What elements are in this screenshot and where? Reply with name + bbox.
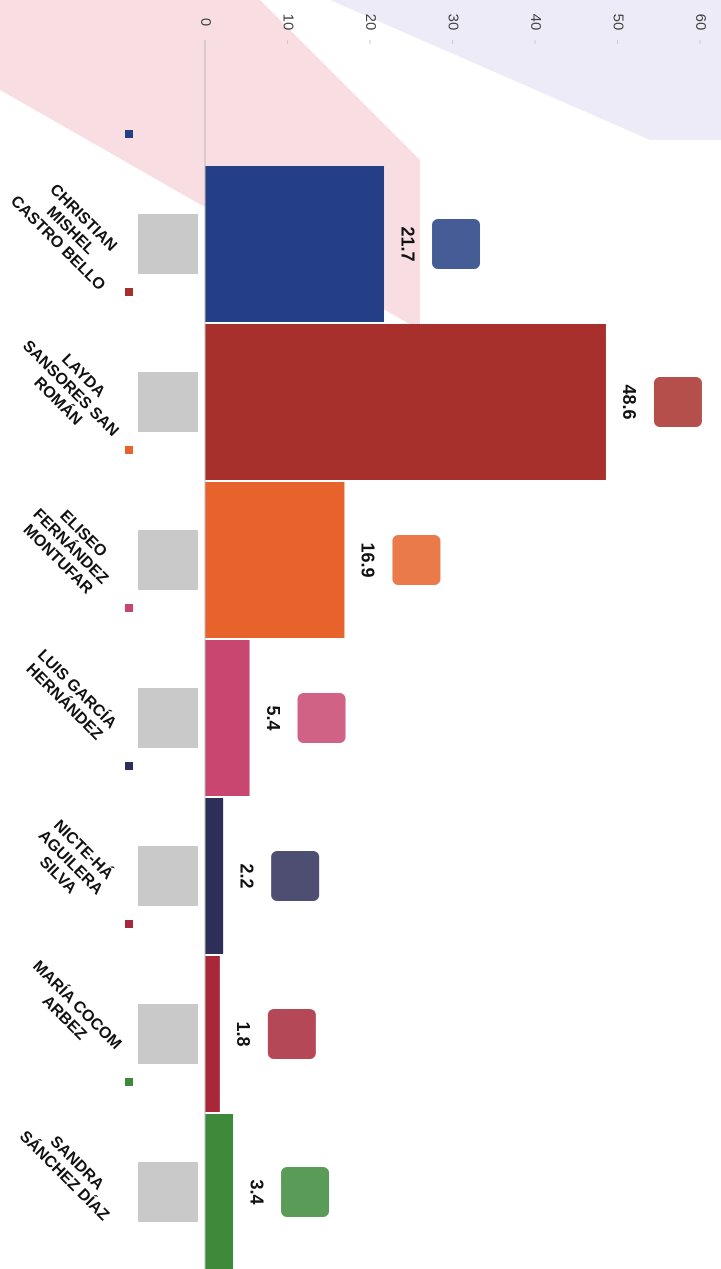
- bar: [205, 798, 224, 954]
- y-tick-label: 20: [362, 14, 379, 31]
- y-tick-label: 60: [692, 14, 709, 31]
- value-label: 3.4: [246, 1179, 266, 1204]
- marker: [125, 920, 133, 928]
- y-tick-label: 50: [610, 14, 627, 31]
- value-label: 1.8: [233, 1021, 253, 1046]
- bar: [205, 956, 220, 1112]
- candidate-photo: [138, 530, 198, 590]
- marker: [125, 130, 133, 138]
- party-logo: [271, 851, 320, 901]
- marker: [125, 1078, 133, 1086]
- party-logo: [281, 1167, 330, 1217]
- party-logo: [392, 535, 441, 585]
- marker: [125, 288, 133, 296]
- value-label: 48.6: [619, 384, 639, 419]
- candidate-photo: [138, 846, 198, 906]
- candidate-photo: [138, 214, 198, 274]
- marker: [125, 604, 133, 612]
- value-label: 21.7: [397, 226, 417, 261]
- candidate-photo: [138, 372, 198, 432]
- party-logo: [297, 693, 346, 743]
- marker: [125, 446, 133, 454]
- bar: [205, 1114, 234, 1269]
- y-tick-label: 10: [280, 14, 297, 31]
- bar: [205, 640, 250, 796]
- value-label: 16.9: [358, 542, 378, 577]
- party-logo: [267, 1009, 316, 1059]
- party-logo: [653, 377, 702, 427]
- candidate-photo: [138, 1162, 198, 1222]
- candidate-photo: [138, 1004, 198, 1064]
- y-tick-label: 0: [197, 18, 214, 26]
- marker: [125, 762, 133, 770]
- candidate-photo: [138, 688, 198, 748]
- y-tick-label: 30: [445, 14, 462, 31]
- y-tick-label: 40: [527, 14, 544, 31]
- bar: [205, 482, 345, 638]
- bar: [205, 324, 606, 480]
- bar: [205, 166, 385, 322]
- background-shape: [330, 0, 721, 140]
- value-label: 5.4: [263, 705, 283, 730]
- party-logo: [432, 219, 481, 269]
- value-label: 2.2: [236, 863, 256, 888]
